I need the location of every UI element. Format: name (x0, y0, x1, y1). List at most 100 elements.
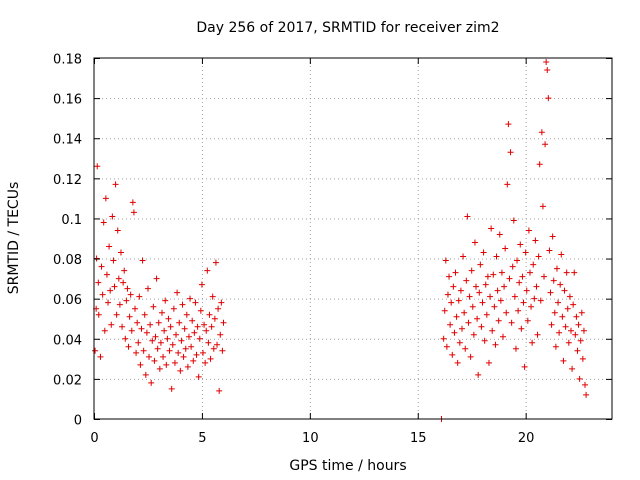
x-tick-label: 0 (90, 431, 98, 446)
data-point (576, 375, 583, 382)
data-point (490, 271, 497, 278)
x-tick-label: 20 (518, 431, 535, 446)
data-point (219, 347, 226, 354)
data-point (481, 337, 488, 344)
data-point (179, 301, 186, 308)
data-point (197, 307, 204, 314)
data-point (557, 281, 564, 288)
data-point (141, 311, 148, 318)
data-point (440, 335, 447, 342)
data-point (522, 249, 529, 256)
data-point (580, 327, 587, 334)
data-point (138, 325, 145, 332)
data-point (209, 293, 216, 300)
x-tick-label: 10 (302, 431, 319, 446)
data-point (498, 269, 505, 276)
data-point (550, 277, 557, 284)
data-point (95, 311, 102, 318)
data-point (95, 279, 102, 286)
data-point (553, 265, 560, 272)
data-point (190, 357, 197, 364)
chart-title: Day 256 of 2017, SRMTID for receiver zim… (196, 20, 499, 36)
data-point (578, 309, 585, 316)
data-point (582, 381, 589, 388)
data-point (473, 283, 480, 290)
data-point (133, 349, 140, 356)
data-point (142, 371, 149, 378)
data-point (556, 329, 563, 336)
data-point (560, 357, 567, 364)
grid (94, 58, 612, 419)
data-point (474, 315, 481, 322)
data-point (116, 301, 123, 308)
data-point (537, 297, 544, 304)
y-tick-label: 0.12 (53, 173, 82, 188)
data-point (184, 363, 191, 370)
data-point (531, 295, 538, 302)
y-tick-label: 0.1 (61, 213, 82, 228)
data-point (212, 259, 219, 266)
x-tick-label: 5 (198, 431, 206, 446)
data-point (469, 303, 476, 310)
data-point (455, 297, 462, 304)
data-point (114, 227, 121, 234)
data-point (518, 325, 525, 332)
data-point (147, 321, 154, 328)
data-point (97, 353, 104, 360)
data-point (139, 257, 146, 264)
data-point (510, 217, 517, 224)
data-point (106, 243, 113, 250)
data-point (158, 309, 165, 316)
data-point (198, 281, 205, 288)
data-point (180, 353, 187, 360)
x-axis-title: GPS time / hours (289, 458, 406, 474)
data-point (468, 267, 475, 274)
data-point (153, 275, 160, 282)
data-point (183, 311, 190, 318)
data-point (92, 347, 99, 354)
data-point (122, 335, 129, 342)
data-point (573, 313, 580, 320)
data-point (484, 273, 491, 280)
data-point (564, 305, 571, 312)
data-point (218, 299, 225, 306)
data-point (120, 279, 127, 286)
data-point (583, 391, 590, 398)
data-point (162, 297, 169, 304)
data-point (525, 227, 532, 234)
data-point (569, 365, 576, 372)
data-point (529, 339, 536, 346)
data-point (447, 321, 454, 328)
data-point (187, 295, 194, 302)
data-point (448, 299, 455, 306)
y-tick-label: 0.14 (53, 133, 82, 148)
data-point (134, 319, 141, 326)
data-point (476, 289, 483, 296)
data-point (458, 325, 465, 332)
data-point (526, 269, 533, 276)
data-point (485, 359, 492, 366)
data-point (462, 345, 469, 352)
data-point (103, 271, 110, 278)
data-point (479, 299, 486, 306)
data-point (206, 311, 213, 318)
data-point (567, 327, 574, 334)
data-point (214, 341, 221, 348)
data-point (101, 327, 108, 334)
data-point (543, 59, 550, 66)
data-point (161, 327, 168, 334)
data-point (115, 275, 122, 282)
data-point (113, 311, 120, 318)
data-point (107, 287, 114, 294)
data-point (121, 267, 128, 274)
data-point (446, 273, 453, 280)
data-point (532, 237, 539, 244)
data-point (450, 283, 457, 290)
data-point (176, 319, 183, 326)
data-point (208, 323, 215, 330)
data-point (519, 273, 526, 280)
data-point (163, 361, 170, 368)
data-point (536, 161, 543, 168)
axis-ticks: 0 5 10 15 20 0 0.02 0.04 0.06 0.08 0.1 0.12 0.14 0.16… (53, 53, 612, 446)
data-point (487, 293, 494, 300)
